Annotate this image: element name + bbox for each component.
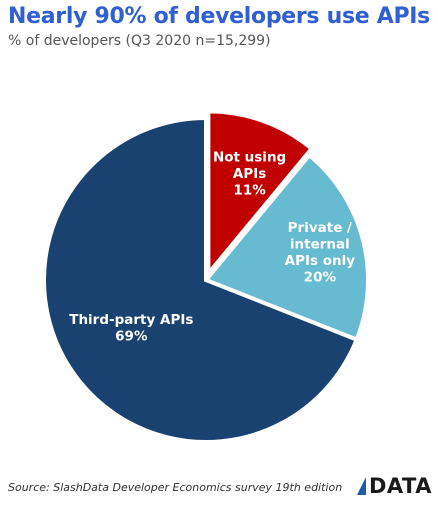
logo-text: DATA bbox=[368, 474, 432, 498]
slice-label-2: Private / internal APIs only 20% bbox=[285, 220, 356, 285]
slice-label-3: Third-party APIs 69% bbox=[69, 312, 193, 345]
pie-slice-1 bbox=[206, 109, 315, 279]
pie-slice-2 bbox=[202, 152, 370, 343]
chart-title: Nearly 90% of developers use APIs bbox=[8, 4, 430, 29]
chart-subtitle: % of developers (Q3 2020 n=15,299) bbox=[8, 33, 271, 49]
pie-slice-3 bbox=[42, 115, 360, 444]
logo-slash-icon bbox=[356, 477, 366, 495]
source-note: Source: SlashData Developer Economics su… bbox=[8, 481, 343, 494]
slashdata-logo: DATA bbox=[356, 474, 432, 498]
slice-label-1: Not using APIs 11% bbox=[213, 149, 286, 198]
